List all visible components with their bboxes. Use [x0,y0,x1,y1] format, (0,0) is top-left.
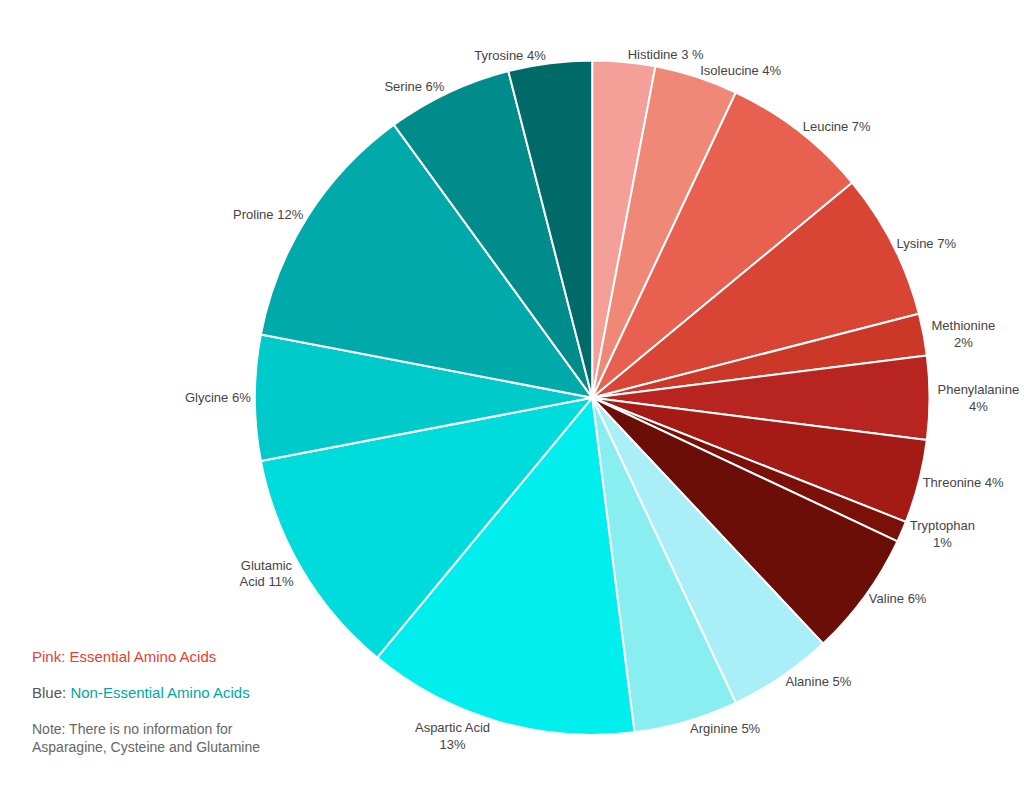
svg-text:Serine 6%: Serine 6% [384,79,444,94]
svg-text:Histidine 3 %: Histidine 3 % [628,47,704,62]
svg-text:Valine 6%: Valine 6% [869,591,927,606]
svg-text:Threonine 4%: Threonine 4% [923,475,1004,490]
svg-text:Tyrosine 4%: Tyrosine 4% [474,48,546,63]
svg-text:Note: There is no information: Note: There is no information forAsparag… [32,721,260,755]
svg-text:Blue: Non-Essential Amino Acid: Blue: Non-Essential Amino Acids [32,684,250,701]
svg-text:Proline 12%: Proline 12% [233,207,304,222]
svg-text:Arginine 5%: Arginine 5% [690,721,761,736]
svg-text:Tryptophan1%: Tryptophan1% [910,518,975,550]
svg-text:Leucine 7%: Leucine 7% [803,119,871,134]
svg-text:Pink: Essential Amino Acids: Pink: Essential Amino Acids [32,648,216,665]
svg-text:Phenylalanine4%: Phenylalanine4% [937,382,1019,414]
svg-text:Lysine 7%: Lysine 7% [897,236,957,251]
svg-text:GlutamicAcid 11%: GlutamicAcid 11% [239,558,293,590]
svg-text:Isoleucine 4%: Isoleucine 4% [700,63,781,78]
svg-text:Glycine 6%: Glycine 6% [185,390,251,405]
svg-text:Alanine 5%: Alanine 5% [786,674,852,689]
svg-text:Methionine2%: Methionine2% [932,318,996,350]
svg-text:Aspartic Acid13%: Aspartic Acid13% [415,720,490,752]
